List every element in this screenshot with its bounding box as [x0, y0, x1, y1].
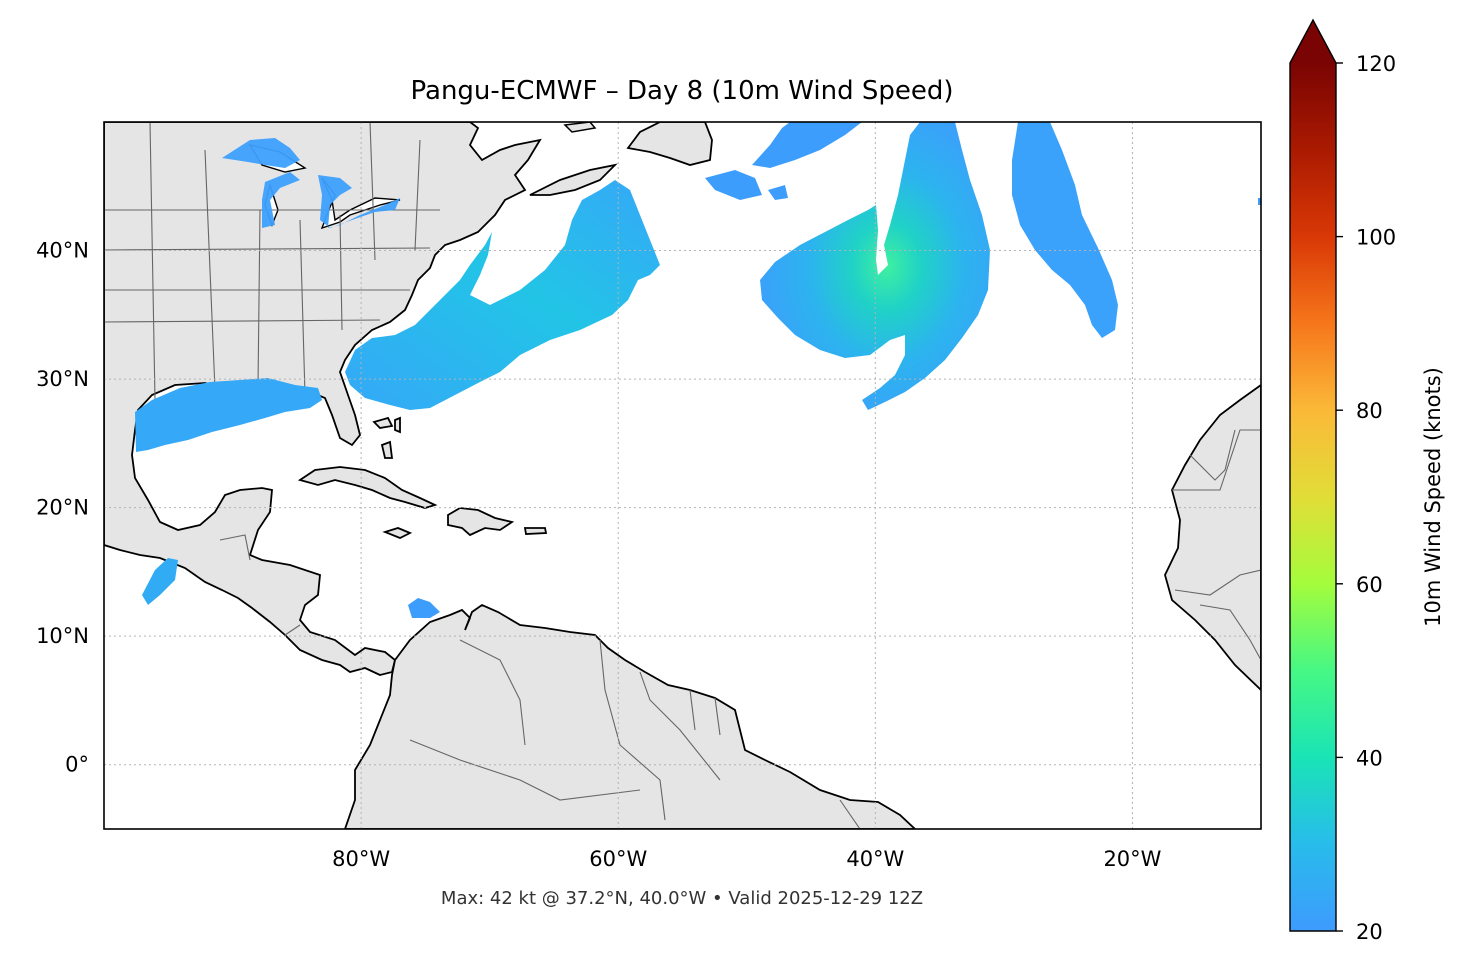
footer-caption: Max: 42 kt @ 37.2°N, 40.0°W • Valid 2025… — [441, 888, 923, 909]
x-tick-label: 60°W — [589, 847, 647, 871]
colorbar-tick-label: 80 — [1356, 399, 1383, 423]
x-tick-label: 80°W — [332, 847, 390, 871]
wind-area-caribbean-small — [408, 598, 440, 618]
land-nova-scotia — [529, 163, 618, 196]
colorbar-tick-label: 40 — [1356, 746, 1383, 770]
wind-area-pacific-small — [142, 558, 178, 605]
x-tick-label: 20°W — [1103, 847, 1161, 871]
chart-title: Pangu-ECMWF – Day 8 (10m Wind Speed) — [411, 76, 954, 106]
wind-area-north-central — [705, 122, 862, 200]
y-tick-label: 30°N — [36, 367, 89, 391]
political-borders — [104, 122, 1261, 829]
land-hispaniola — [447, 507, 515, 537]
colorbar-tick-label: 120 — [1356, 52, 1396, 76]
map-layers — [104, 122, 1261, 829]
wind-area-western-atlantic — [345, 180, 660, 410]
land-north-america — [104, 122, 542, 676]
y-axis-ticks: 40°N 30°N 20°N 10°N 0° — [36, 239, 89, 777]
colorbar-ticks: 20 40 60 80 100 120 — [1336, 52, 1396, 944]
y-tick-label: 0° — [65, 753, 89, 777]
colorbar[interactable]: 20 40 60 80 100 120 10m Wind Speed (knots) — [1289, 18, 1445, 944]
wind-area-central-atlantic — [760, 122, 990, 410]
y-tick-label: 40°N — [36, 239, 89, 263]
x-tick-label: 40°W — [846, 847, 904, 871]
colorbar-tick-label: 100 — [1356, 226, 1396, 250]
x-axis-ticks: 80°W 60°W 40°W 20°W — [332, 847, 1162, 871]
land-cuba — [297, 466, 438, 509]
wind-area-gulf-of-mexico — [135, 378, 322, 452]
colorbar-extend-arrow — [1290, 20, 1336, 63]
land-south-america — [344, 603, 917, 829]
wind-area-great-lakes — [222, 138, 400, 228]
colorbar-tick-label: 60 — [1356, 573, 1383, 597]
land-puerto-rico — [523, 527, 548, 535]
land-jamaica — [382, 527, 413, 539]
wind-speed-field[interactable] — [135, 122, 1261, 618]
colorbar-outline — [1289, 18, 1337, 932]
land-bahamas — [372, 416, 401, 459]
colorbar-gradient — [1290, 63, 1336, 931]
land-pei — [563, 122, 597, 133]
land-newfoundland — [626, 122, 713, 166]
colorbar-label: 10m Wind Speed (knots) — [1421, 367, 1445, 627]
land-africa — [1164, 383, 1261, 692]
map-panel[interactable] — [103, 121, 1262, 830]
y-tick-label: 20°N — [36, 496, 89, 520]
y-tick-label: 10°N — [36, 624, 89, 648]
wind-area-eastern-atlantic — [1012, 122, 1118, 338]
map-frame — [103, 121, 1262, 830]
colorbar-tick-label: 20 — [1356, 920, 1383, 944]
